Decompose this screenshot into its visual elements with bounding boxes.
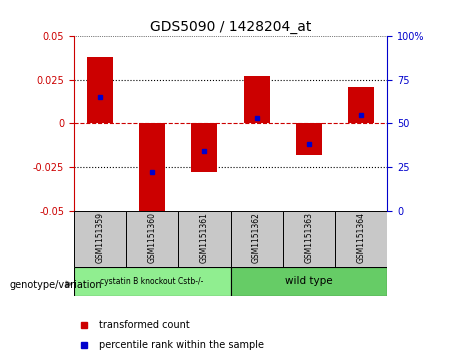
Text: GSM1151364: GSM1151364 [357, 212, 366, 263]
Bar [335, 211, 387, 267]
Text: GSM1151359: GSM1151359 [95, 212, 104, 263]
Title: GDS5090 / 1428204_at: GDS5090 / 1428204_at [150, 20, 311, 34]
Text: GSM1151363: GSM1151363 [304, 212, 313, 263]
Text: GSM1151362: GSM1151362 [252, 212, 261, 263]
Bar [191, 123, 218, 172]
Text: GSM1151361: GSM1151361 [200, 212, 209, 263]
Bar [243, 76, 270, 123]
Bar [126, 211, 178, 267]
Bar [74, 211, 126, 267]
Bar [348, 87, 374, 123]
Bar [230, 267, 387, 296]
Text: wild type: wild type [285, 276, 333, 286]
Bar [87, 57, 113, 123]
Text: genotype/variation: genotype/variation [9, 280, 102, 290]
Text: percentile rank within the sample: percentile rank within the sample [99, 340, 264, 350]
Bar [230, 211, 283, 267]
Text: cystatin B knockout Cstb-/-: cystatin B knockout Cstb-/- [100, 277, 204, 286]
Bar [296, 123, 322, 155]
Bar [178, 211, 230, 267]
Text: GSM1151360: GSM1151360 [148, 212, 157, 263]
Bar [74, 267, 230, 296]
Text: transformed count: transformed count [99, 320, 189, 330]
Bar [139, 123, 165, 216]
Bar [283, 211, 335, 267]
